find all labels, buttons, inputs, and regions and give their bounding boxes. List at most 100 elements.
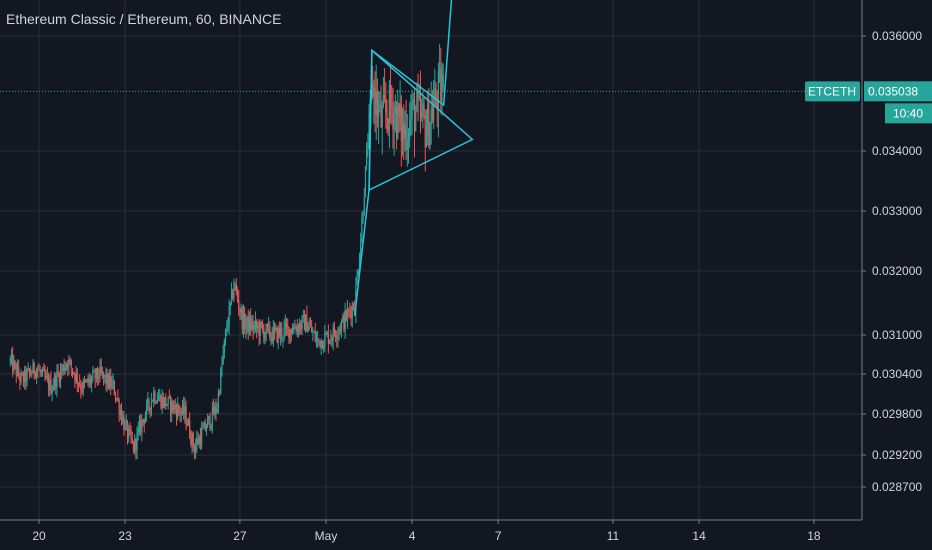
candle-body — [283, 327, 285, 337]
candle-body — [143, 419, 145, 423]
candle-body — [276, 327, 278, 342]
candle-body — [430, 108, 432, 124]
candle-body — [101, 372, 103, 374]
candle-body — [431, 108, 434, 121]
candle-body — [69, 359, 71, 361]
candle-body — [318, 338, 320, 341]
candle-body — [281, 328, 283, 338]
candle-body — [376, 91, 379, 117]
candle-body — [279, 328, 282, 336]
candle-body — [355, 284, 357, 313]
candle-body — [58, 373, 60, 383]
candle-body — [233, 288, 235, 299]
candle-body — [226, 329, 228, 331]
candle-body — [427, 102, 429, 134]
candle-body — [297, 326, 300, 332]
candle-body — [162, 397, 164, 407]
candle-body — [250, 318, 252, 330]
candle-body — [352, 305, 355, 309]
candle-body — [25, 370, 27, 382]
candle-body — [422, 104, 424, 111]
candle-body — [22, 374, 25, 383]
candle-body — [212, 407, 215, 415]
candle-body — [256, 320, 258, 328]
candle-body — [361, 218, 363, 241]
candle-body — [40, 371, 42, 373]
candle-body — [157, 397, 160, 401]
time-tick-label: 20 — [32, 529, 46, 543]
candle-body — [411, 101, 413, 118]
candle-body — [266, 324, 269, 326]
candle-body — [102, 372, 105, 377]
candle-body — [39, 369, 41, 373]
candle-body — [32, 362, 34, 374]
candle-body — [265, 324, 267, 335]
candle-body — [232, 290, 234, 299]
candle-body — [9, 358, 11, 361]
candle-body — [323, 346, 325, 349]
candle-body — [92, 371, 94, 379]
candle-body — [174, 404, 176, 409]
candle-body — [192, 433, 194, 448]
candle-body — [263, 329, 265, 339]
candle-body — [360, 240, 362, 259]
candle-body — [379, 103, 381, 108]
candle-body — [380, 103, 382, 127]
candle-body — [112, 381, 114, 383]
candle-body — [273, 327, 276, 330]
breakout-projection-line[interactable] — [353, 0, 455, 316]
candle-body — [345, 310, 347, 321]
time-axis[interactable] — [0, 520, 862, 550]
candle-body — [201, 429, 203, 445]
candle-body — [301, 316, 303, 329]
candle-body — [207, 418, 209, 429]
candle-body — [57, 371, 59, 374]
candle-body — [277, 328, 279, 342]
candle-body — [275, 327, 277, 330]
candle-body — [148, 399, 150, 408]
candle-body — [326, 332, 328, 335]
candle-body — [193, 447, 196, 453]
candle-body — [230, 290, 233, 303]
candle-body — [334, 333, 337, 338]
candle-body — [349, 310, 351, 312]
candle-body — [416, 91, 418, 112]
candle-body — [415, 111, 417, 132]
candle-body — [227, 325, 229, 330]
candle-body — [179, 410, 181, 415]
candle-body — [156, 400, 158, 403]
candle-body — [272, 327, 274, 342]
candle-body — [46, 376, 48, 379]
candle-body — [137, 428, 139, 433]
candle-body — [191, 433, 193, 445]
candle-body — [378, 107, 380, 117]
candle-body — [136, 432, 138, 451]
candle-body — [210, 424, 212, 428]
candle-body — [168, 397, 170, 399]
candle-body — [140, 421, 142, 433]
candle-body — [290, 329, 292, 334]
candle-body — [412, 100, 414, 102]
candle-body — [52, 386, 54, 390]
candle-body — [183, 404, 185, 415]
candle-body — [86, 379, 88, 382]
candle-body — [199, 437, 202, 445]
candle-body — [382, 94, 384, 107]
symbol-badge — [805, 81, 860, 102]
candle-body — [385, 100, 387, 113]
candle-body — [198, 437, 200, 445]
candle-body — [214, 406, 216, 415]
price-tick-label: 0.029800 — [872, 407, 922, 421]
candle-body — [113, 381, 115, 395]
candle-body — [357, 270, 359, 275]
candle-body — [429, 123, 431, 146]
candle-body — [367, 143, 369, 149]
candle-body — [302, 315, 304, 317]
candle-body — [132, 441, 135, 452]
candle-body — [330, 339, 332, 341]
candle-body — [208, 415, 210, 419]
candle-body — [262, 325, 264, 330]
candle-body — [257, 326, 259, 328]
candle-body — [79, 383, 81, 386]
